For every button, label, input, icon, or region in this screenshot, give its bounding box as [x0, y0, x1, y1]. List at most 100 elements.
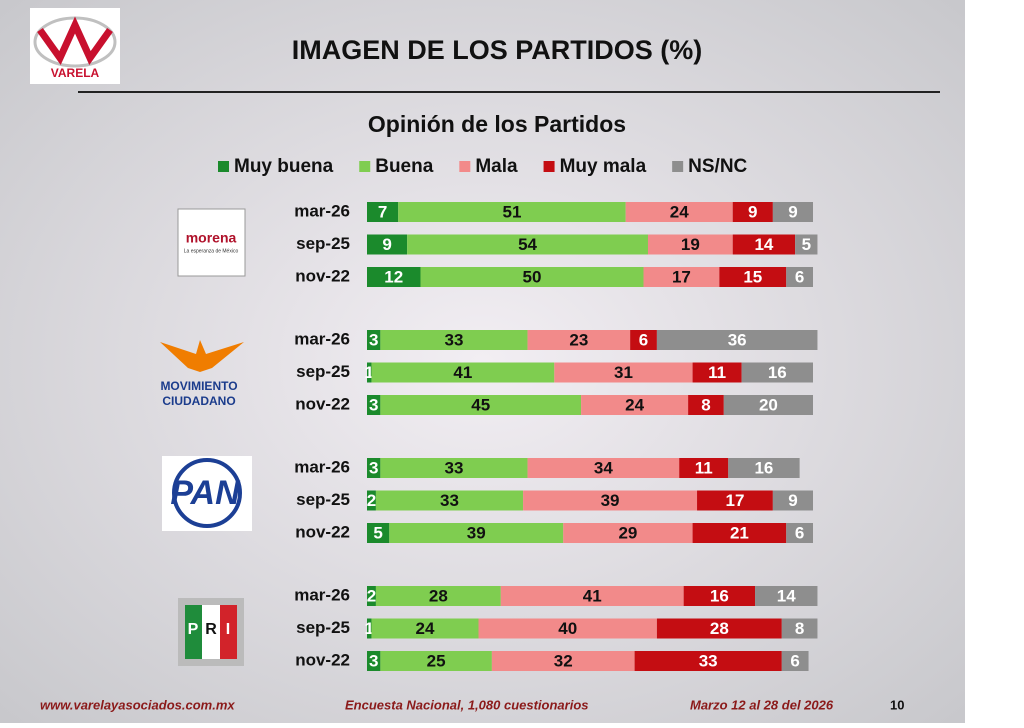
bar-segment — [367, 330, 381, 350]
data-label: 6 — [795, 267, 804, 286]
bar-segment — [656, 618, 782, 639]
bar-segment — [380, 458, 528, 478]
data-label: 17 — [672, 267, 691, 286]
bar-segment — [688, 395, 724, 415]
bar-segment — [367, 267, 421, 287]
data-label: 34 — [594, 458, 613, 477]
bar-segment — [491, 651, 635, 671]
data-label: 9 — [748, 202, 757, 221]
bar-segment — [683, 586, 756, 606]
data-label: 3 — [369, 458, 378, 477]
bar-segment — [398, 202, 626, 222]
bar-segment — [367, 523, 390, 543]
bar-segment — [367, 651, 381, 671]
party-logo: CIUDADANO — [162, 394, 235, 408]
bar-segment — [367, 395, 381, 415]
bar-segment — [692, 523, 787, 543]
legend-swatch — [459, 161, 471, 172]
legend-swatch — [218, 161, 229, 172]
data-label: 24 — [670, 202, 689, 221]
bar-segment — [407, 234, 648, 255]
data-label: 16 — [768, 363, 787, 382]
bar-segment — [367, 458, 381, 478]
row-label: mar-26 — [294, 329, 350, 348]
footer-dates: Marzo 12 al 28 del 2026 — [690, 697, 834, 712]
bar-segment — [389, 523, 564, 543]
data-label: 21 — [730, 523, 749, 542]
data-label: 29 — [618, 523, 637, 542]
data-label: 31 — [614, 363, 633, 382]
data-label: 19 — [681, 235, 700, 254]
varela-logo: VARELA — [30, 8, 120, 84]
data-label: 2 — [367, 586, 376, 605]
logo-text: VARELA — [51, 66, 100, 80]
data-label: 2 — [367, 491, 376, 510]
bar-segment — [647, 234, 733, 255]
bar-segment — [380, 330, 528, 350]
data-label: 33 — [699, 651, 718, 670]
bar-segment — [500, 586, 684, 606]
bar-segment — [772, 490, 813, 511]
party-logo: R — [205, 621, 217, 638]
footer-survey: Encuesta Nacional, 1,080 cuestionarios — [345, 697, 589, 712]
bar-segment — [732, 234, 796, 255]
party-logo: I — [226, 621, 230, 638]
mc-logo: MOVIMIENTO CIUDADANO — [160, 340, 244, 408]
row-label: nov-22 — [295, 394, 350, 413]
bar-segment — [478, 618, 657, 639]
legend-label: Muy buena — [234, 156, 334, 177]
page-number: 10 — [890, 697, 904, 712]
bar-segment — [692, 362, 742, 383]
bar-segment — [795, 234, 818, 255]
bar-segment — [732, 202, 773, 222]
background — [0, 0, 965, 723]
footer: www.varelayasociados.com.mx Encuesta Nac… — [40, 697, 904, 712]
data-label: 45 — [471, 395, 490, 414]
bar-segment — [420, 267, 644, 287]
row-label: mar-26 — [294, 585, 350, 604]
row-label: sep-25 — [296, 362, 350, 381]
data-label: 6 — [639, 330, 648, 349]
data-label: 28 — [429, 586, 448, 605]
bar-segment — [527, 330, 631, 350]
legend-swatch — [543, 161, 555, 172]
pan-logo: PAN — [162, 456, 252, 531]
data-label: 39 — [467, 523, 486, 542]
chart-title: Opinión de los Partidos — [368, 111, 626, 137]
bar-segment — [728, 458, 800, 478]
row-label: nov-22 — [295, 266, 350, 285]
bar-segment — [367, 490, 376, 511]
bar-segment — [367, 586, 376, 606]
footer-website: www.varelayasociados.com.mx — [40, 697, 235, 712]
pri-logo: P R I — [178, 598, 244, 666]
row-label: sep-25 — [296, 618, 350, 637]
data-label: 23 — [569, 330, 588, 349]
row-label: mar-26 — [294, 201, 350, 220]
party-logo: morena — [186, 230, 237, 246]
bar-segment — [380, 395, 582, 415]
bar-segment — [367, 234, 408, 255]
row-label: mar-26 — [294, 457, 350, 476]
bar-segment — [527, 458, 680, 478]
data-label: 8 — [795, 619, 804, 638]
data-label: 39 — [601, 491, 620, 510]
legend-label: Muy mala — [560, 156, 647, 177]
data-label: 32 — [554, 651, 573, 670]
data-label: 15 — [743, 267, 762, 286]
data-label: 6 — [795, 523, 804, 542]
data-label: 6 — [790, 651, 799, 670]
bar-segment — [523, 490, 698, 511]
data-label: 25 — [427, 651, 446, 670]
bar-segment — [630, 330, 657, 350]
data-label: 8 — [701, 395, 710, 414]
slide-title: IMAGEN DE LOS PARTIDOS (%) — [292, 35, 703, 65]
data-label: 24 — [416, 619, 435, 638]
bar-segment — [781, 618, 818, 639]
data-label: 40 — [558, 619, 577, 638]
legend-label: Buena — [375, 156, 434, 177]
bar-segment — [719, 267, 787, 287]
legend-label: Mala — [475, 156, 518, 177]
